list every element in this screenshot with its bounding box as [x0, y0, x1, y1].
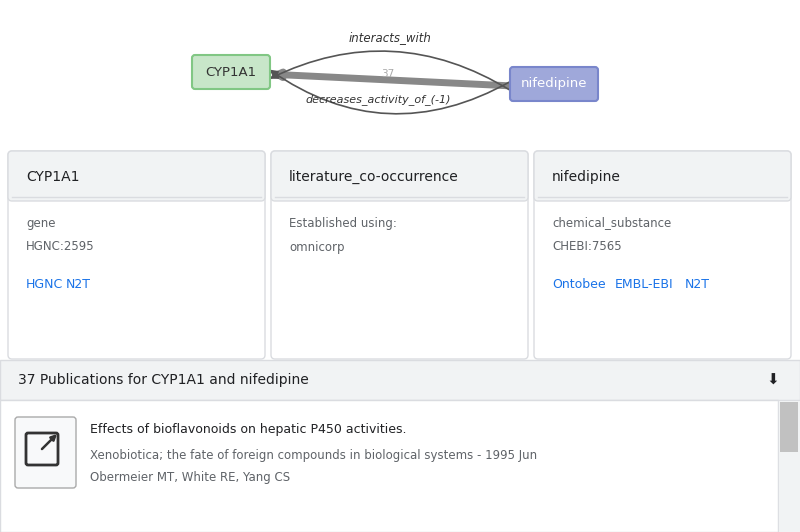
Bar [0, 400, 778, 532]
Text: HGNC:2595: HGNC:2595 [26, 240, 94, 254]
Text: CYP1A1: CYP1A1 [26, 170, 79, 184]
Text: 37: 37 [382, 69, 394, 79]
Text: Xenobiotica; the fate of foreign compounds in biological systems - 1995 Jun: Xenobiotica; the fate of foreign compoun… [90, 448, 537, 461]
Bar [538, 189, 787, 197]
FancyBboxPatch shape [534, 151, 791, 359]
Text: chemical_substance: chemical_substance [552, 217, 671, 229]
Text: nifedipine: nifedipine [521, 78, 587, 90]
Text: literature_co-occurrence: literature_co-occurrence [289, 170, 458, 184]
Text: 37 Publications for CYP1A1 and nifedipine: 37 Publications for CYP1A1 and nifedipin… [18, 373, 309, 387]
Text: gene: gene [26, 217, 55, 229]
Bar [0, 360, 800, 400]
Bar [780, 402, 798, 452]
FancyBboxPatch shape [8, 151, 265, 201]
FancyBboxPatch shape [510, 67, 598, 101]
Text: CHEBI:7565: CHEBI:7565 [552, 240, 622, 254]
FancyBboxPatch shape [271, 151, 528, 201]
FancyBboxPatch shape [15, 417, 76, 488]
Text: N2T: N2T [66, 278, 91, 292]
Bar [778, 400, 800, 532]
Text: CYP1A1: CYP1A1 [206, 65, 257, 79]
Text: nifedipine: nifedipine [552, 170, 621, 184]
FancyBboxPatch shape [534, 151, 791, 201]
FancyBboxPatch shape [271, 151, 528, 359]
Text: ⬇: ⬇ [766, 372, 779, 387]
Text: interacts_with: interacts_with [349, 31, 431, 45]
Text: Established using:: Established using: [289, 217, 397, 229]
Text: Ontobee: Ontobee [552, 278, 606, 292]
Text: EMBL-EBI: EMBL-EBI [614, 278, 673, 292]
Text: HGNC: HGNC [26, 278, 63, 292]
Text: decreases_activity_of_(-1): decreases_activity_of_(-1) [306, 95, 450, 105]
Text: Effects of bioflavonoids on hepatic P450 activities.: Effects of bioflavonoids on hepatic P450… [90, 423, 406, 436]
Text: omnicorp: omnicorp [289, 240, 345, 254]
Text: Obermeier MT, White RE, Yang CS: Obermeier MT, White RE, Yang CS [90, 471, 290, 485]
Bar [275, 189, 524, 197]
FancyBboxPatch shape [192, 55, 270, 89]
Bar [12, 189, 261, 197]
Text: N2T: N2T [685, 278, 710, 292]
FancyBboxPatch shape [8, 151, 265, 359]
